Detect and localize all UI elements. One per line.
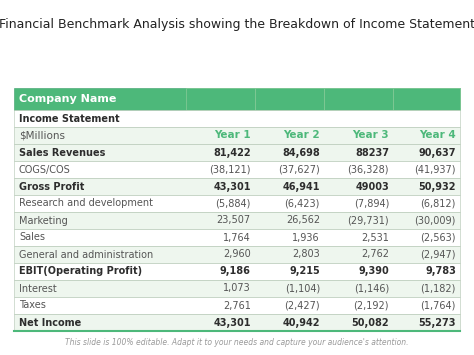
Text: 90,637: 90,637	[419, 147, 456, 158]
Text: (37,627): (37,627)	[278, 164, 320, 175]
Bar	[255, 88, 324, 110]
Text: 40,942: 40,942	[283, 317, 320, 328]
Text: COGS/COS: COGS/COS	[19, 164, 71, 175]
Text: (2,192): (2,192)	[354, 300, 389, 311]
Text: (2,563): (2,563)	[420, 233, 456, 242]
Text: Net Income: Net Income	[19, 317, 81, 328]
Text: Marketing: Marketing	[19, 215, 68, 225]
Bar	[14, 263, 460, 280]
Text: 84,698: 84,698	[282, 147, 320, 158]
Bar	[14, 297, 460, 314]
Text: (1,764): (1,764)	[420, 300, 456, 311]
Text: $Millions: $Millions	[19, 131, 65, 141]
Text: General and administration: General and administration	[19, 250, 153, 260]
Text: 2,960: 2,960	[223, 250, 251, 260]
Bar	[186, 88, 255, 110]
Text: (6,812): (6,812)	[420, 198, 456, 208]
Text: 46,941: 46,941	[283, 181, 320, 191]
Text: Year 1: Year 1	[214, 131, 251, 141]
Bar	[14, 246, 460, 263]
Text: (29,731): (29,731)	[347, 215, 389, 225]
Bar	[14, 144, 460, 161]
Bar	[324, 88, 393, 110]
Text: (7,894): (7,894)	[354, 198, 389, 208]
Text: Taxes: Taxes	[19, 300, 46, 311]
Text: 50,932: 50,932	[419, 181, 456, 191]
Bar	[14, 314, 460, 331]
Text: 50,082: 50,082	[352, 317, 389, 328]
Text: (1,146): (1,146)	[354, 284, 389, 294]
Text: (1,104): (1,104)	[285, 284, 320, 294]
Bar	[14, 195, 460, 212]
Text: 43,301: 43,301	[213, 181, 251, 191]
Bar	[14, 212, 460, 229]
Text: Year 4: Year 4	[419, 131, 456, 141]
Text: 23,507: 23,507	[217, 215, 251, 225]
Bar	[14, 178, 460, 195]
Text: 1,764: 1,764	[223, 233, 251, 242]
Text: (6,423): (6,423)	[284, 198, 320, 208]
Text: Company Name: Company Name	[19, 94, 117, 104]
Text: (2,427): (2,427)	[284, 300, 320, 311]
Text: 9,783: 9,783	[425, 267, 456, 277]
Bar	[14, 161, 460, 178]
Text: (38,121): (38,121)	[210, 164, 251, 175]
Text: 9,186: 9,186	[220, 267, 251, 277]
Text: 9,215: 9,215	[289, 267, 320, 277]
Text: (1,182): (1,182)	[420, 284, 456, 294]
Text: 2,803: 2,803	[292, 250, 320, 260]
Text: Sales: Sales	[19, 233, 45, 242]
Text: (30,009): (30,009)	[415, 215, 456, 225]
Bar	[14, 229, 460, 246]
Text: (41,937): (41,937)	[414, 164, 456, 175]
Bar	[393, 88, 460, 110]
Text: Sales Revenues: Sales Revenues	[19, 147, 105, 158]
Text: Gross Profit: Gross Profit	[19, 181, 84, 191]
Text: 2,762: 2,762	[361, 250, 389, 260]
Text: 9,390: 9,390	[358, 267, 389, 277]
Text: EBIT(Operating Profit): EBIT(Operating Profit)	[19, 267, 142, 277]
Text: Interest: Interest	[19, 284, 57, 294]
Text: 2,531: 2,531	[361, 233, 389, 242]
Text: 2,761: 2,761	[223, 300, 251, 311]
Text: Financial Benchmark Analysis showing the Breakdown of Income Statement: Financial Benchmark Analysis showing the…	[0, 18, 474, 31]
Text: (36,328): (36,328)	[347, 164, 389, 175]
Text: This slide is 100% editable. Adapt it to your needs and capture your audience's : This slide is 100% editable. Adapt it to…	[65, 338, 409, 347]
Text: 43,301: 43,301	[213, 317, 251, 328]
Bar	[14, 88, 460, 110]
Text: Year 2: Year 2	[283, 131, 320, 141]
Text: 1,073: 1,073	[223, 284, 251, 294]
Bar	[14, 110, 460, 127]
Text: 49003: 49003	[356, 181, 389, 191]
Text: 81,422: 81,422	[213, 147, 251, 158]
Text: (5,884): (5,884)	[216, 198, 251, 208]
Text: 88237: 88237	[355, 147, 389, 158]
Bar	[14, 127, 460, 144]
Text: Year 3: Year 3	[353, 131, 389, 141]
Text: Research and development: Research and development	[19, 198, 153, 208]
Text: 55,273: 55,273	[419, 317, 456, 328]
Text: 1,936: 1,936	[292, 233, 320, 242]
Text: (2,947): (2,947)	[420, 250, 456, 260]
Text: 26,562: 26,562	[286, 215, 320, 225]
Text: Income Statement: Income Statement	[19, 114, 119, 124]
Bar	[14, 280, 460, 297]
